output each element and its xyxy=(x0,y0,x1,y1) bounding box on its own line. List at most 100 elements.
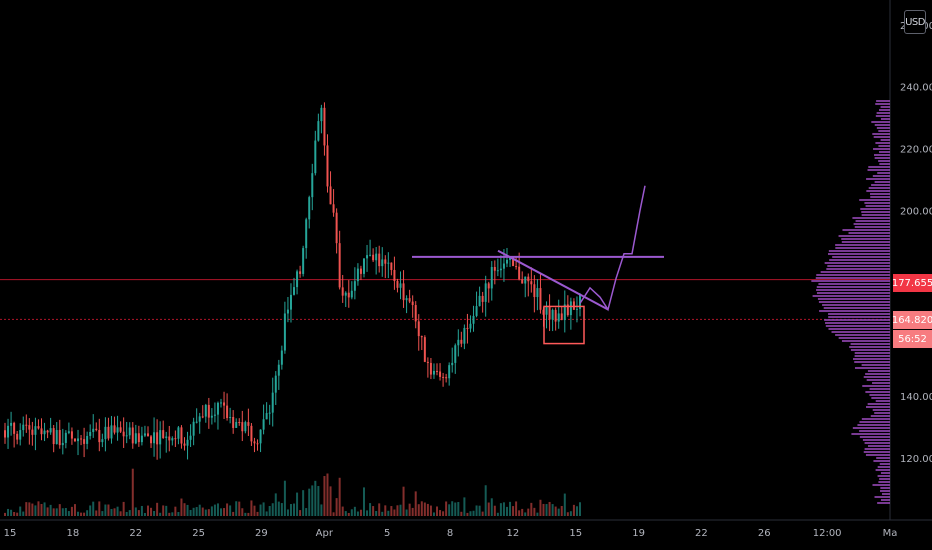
volume-bar xyxy=(189,509,192,516)
volume-bar xyxy=(408,503,411,516)
candle-body xyxy=(502,263,505,269)
price-tick-label: 140.000 xyxy=(900,392,932,403)
volume-profile-bar xyxy=(880,499,890,501)
candle-body xyxy=(554,309,557,322)
candle-body xyxy=(420,336,423,338)
candle-body xyxy=(317,121,320,141)
volume-profile-bar xyxy=(867,403,890,405)
volume-profile-bar xyxy=(828,250,890,252)
candle-body xyxy=(493,266,496,271)
volume-profile-bar xyxy=(875,103,890,105)
volume-bar xyxy=(210,506,213,516)
candle-body xyxy=(55,430,58,445)
time-tick-label: 19 xyxy=(632,528,645,539)
volume-bar xyxy=(475,505,478,516)
volume-profile-bar xyxy=(852,217,890,219)
candle-body xyxy=(58,430,61,446)
volume-profile-bar xyxy=(842,229,890,231)
volume-bar xyxy=(451,501,454,516)
volume-bar xyxy=(241,508,244,516)
candle-body xyxy=(110,425,113,439)
time-tick-label: 18 xyxy=(66,528,79,539)
candle-body xyxy=(7,425,10,438)
volume-bar xyxy=(481,511,484,516)
candle-body xyxy=(83,439,86,444)
volume-bar xyxy=(512,506,515,516)
volume-bar xyxy=(61,508,64,516)
volume-bar xyxy=(146,505,149,516)
volume-profile-bar xyxy=(848,232,890,234)
volume-bar xyxy=(335,498,338,516)
volume-profile-bar xyxy=(825,322,890,324)
currency-label[interactable]: USD xyxy=(904,10,926,34)
volume-bar xyxy=(563,493,566,516)
candle-body xyxy=(235,422,238,428)
volume-bar xyxy=(378,503,381,516)
candle-body xyxy=(347,292,350,298)
volume-profile-bar xyxy=(854,352,890,354)
volume-bar xyxy=(43,502,46,516)
volume-profile-bar xyxy=(866,190,890,192)
volume-profile-bar xyxy=(879,109,890,111)
volume-bar xyxy=(77,511,80,516)
volume-bar xyxy=(226,503,229,516)
volume-profile-bar xyxy=(880,472,890,474)
volume-profile-bar xyxy=(876,100,890,102)
candle-body xyxy=(539,288,542,310)
candle-body xyxy=(207,404,210,418)
volume-profile-bar xyxy=(859,421,890,423)
volume-profile-bar xyxy=(874,124,890,126)
volume-profile-bar xyxy=(870,196,890,198)
volume-profile-bar xyxy=(824,319,890,321)
candle-body xyxy=(299,271,302,274)
volume-profile-bar xyxy=(855,220,890,222)
candle-body xyxy=(265,413,268,420)
volume-bar xyxy=(25,502,28,516)
volume-profile-bar xyxy=(815,277,890,279)
volume-bar xyxy=(356,511,359,516)
volume-bar xyxy=(159,512,162,516)
candle-body xyxy=(213,414,216,416)
volume-bar xyxy=(575,506,578,516)
candle-body xyxy=(326,145,329,187)
volume-profile-bar xyxy=(854,361,890,363)
volume-profile-bar xyxy=(859,199,890,201)
candle-body xyxy=(247,422,250,426)
volume-profile-bar xyxy=(880,139,890,141)
candle-body xyxy=(241,422,244,432)
volume-bar xyxy=(83,512,86,516)
volume-bar xyxy=(359,509,362,516)
volume-profile-bar xyxy=(877,466,890,468)
volume-bar xyxy=(366,510,369,516)
volume-bar xyxy=(332,512,335,516)
candle-body xyxy=(232,416,235,428)
candle-body xyxy=(86,435,89,444)
candle-body xyxy=(10,422,13,426)
candle-body xyxy=(436,370,439,372)
volume-bar xyxy=(432,512,435,516)
volume-bar xyxy=(484,485,487,516)
volume-profile-bar xyxy=(841,238,890,240)
volume-profile-bar xyxy=(874,496,890,498)
volume-bar xyxy=(338,477,341,516)
volume-profile-bar xyxy=(841,340,890,342)
candle-body xyxy=(329,186,332,205)
candle-body xyxy=(320,107,323,122)
candle-body xyxy=(131,427,134,444)
candle-body xyxy=(104,426,107,440)
time-tick-label: 22 xyxy=(695,528,708,539)
candle-body xyxy=(92,428,95,432)
candle-body xyxy=(569,301,572,316)
candle-body xyxy=(277,364,280,376)
volume-bar xyxy=(137,510,140,516)
volume-profile-bar xyxy=(880,106,890,108)
volume-bar xyxy=(92,501,95,516)
candle-body xyxy=(566,304,569,316)
volume-profile-bar xyxy=(871,397,890,399)
volume-bar xyxy=(180,498,183,516)
candle-body xyxy=(557,313,560,322)
volume-profile-bar xyxy=(877,475,890,477)
marker-price-tag: 164.820 xyxy=(892,311,932,329)
volume-bar xyxy=(289,504,292,516)
